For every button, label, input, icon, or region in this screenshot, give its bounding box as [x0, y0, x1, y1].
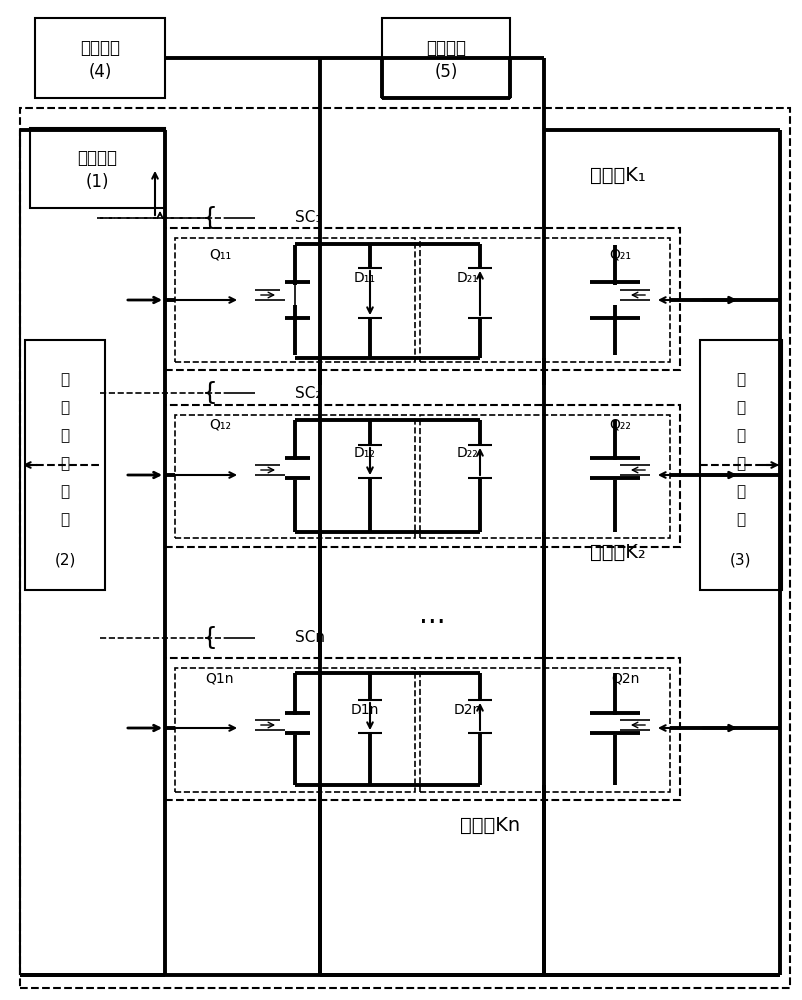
Text: {: {	[202, 206, 217, 230]
Text: 压: 压	[735, 456, 744, 472]
Text: D₂₂: D₂₂	[456, 446, 478, 460]
Text: 开关组K₁: 开关组K₁	[589, 165, 645, 184]
Text: Q₁₂: Q₁₂	[209, 418, 231, 432]
Bar	[20, 108, 789, 988]
Text: 均: 均	[735, 428, 744, 444]
Text: Q1n: Q1n	[205, 671, 234, 685]
Text: 电: 电	[735, 400, 744, 415]
Text: 电压检测: 电压检测	[77, 149, 117, 167]
Text: 直流负载: 直流负载	[426, 39, 465, 57]
Text: D2n: D2n	[453, 703, 481, 717]
Bar	[175, 415, 415, 538]
Bar	[419, 238, 669, 362]
Text: (2): (2)	[55, 552, 75, 568]
Text: {: {	[202, 381, 217, 405]
Text: 直流电源: 直流电源	[80, 39, 119, 57]
Text: Q₂₂: Q₂₂	[608, 418, 630, 432]
Text: D₂₁: D₂₁	[456, 271, 478, 285]
Bar	[164, 658, 679, 800]
Text: 制: 制	[735, 512, 744, 528]
Bar	[164, 405, 679, 547]
Bar	[382, 18, 509, 98]
Text: Q2n: Q2n	[610, 671, 638, 685]
Bar	[175, 238, 415, 362]
Text: (5): (5)	[434, 63, 457, 81]
Bar	[35, 18, 164, 98]
Text: Q₂₁: Q₂₁	[608, 248, 630, 262]
Text: D₁₁: D₁₁	[354, 271, 375, 285]
Bar	[30, 128, 164, 208]
Text: (4): (4)	[88, 63, 111, 81]
Text: 制: 制	[60, 512, 70, 528]
Text: 控: 控	[60, 485, 70, 499]
Bar	[699, 340, 781, 590]
Bar	[25, 340, 105, 590]
Bar	[175, 668, 415, 792]
Text: D₁₂: D₁₂	[354, 446, 375, 460]
Bar	[164, 228, 679, 370]
Bar	[419, 415, 669, 538]
Text: {: {	[202, 626, 217, 650]
Text: 放: 放	[60, 372, 70, 387]
Text: SCn: SCn	[294, 631, 325, 646]
Text: ...: ...	[418, 601, 445, 629]
Text: 开关组K₂: 开关组K₂	[589, 542, 645, 562]
Text: SC₁: SC₁	[294, 211, 321, 226]
Text: 均: 均	[60, 428, 70, 444]
Text: 压: 压	[60, 456, 70, 472]
Text: D1n: D1n	[350, 703, 379, 717]
Text: Q₁₁: Q₁₁	[209, 248, 231, 262]
Text: (3): (3)	[729, 552, 751, 568]
Text: SC₂: SC₂	[294, 385, 321, 400]
Text: 充: 充	[735, 372, 744, 387]
Text: 控: 控	[735, 485, 744, 499]
Text: 电: 电	[60, 400, 70, 415]
Text: 开关组Kn: 开关组Kn	[460, 815, 520, 834]
Bar	[419, 668, 669, 792]
Text: (1): (1)	[85, 173, 108, 191]
